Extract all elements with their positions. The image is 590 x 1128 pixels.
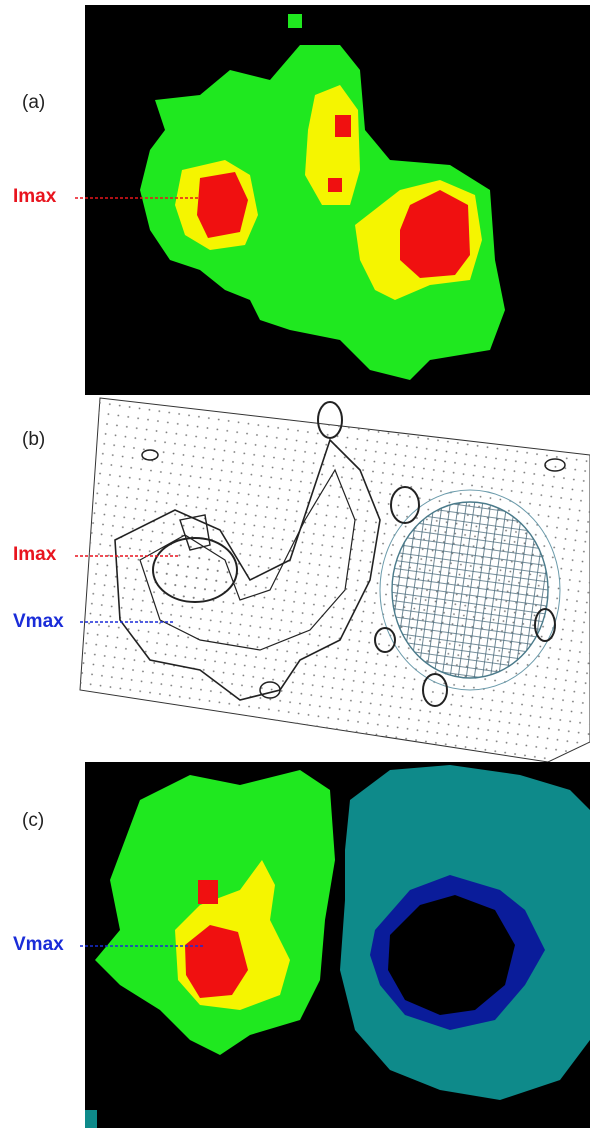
marker-label: Vmax <box>13 934 64 955</box>
marker-label: Imax <box>13 186 57 207</box>
panel-c-image <box>85 762 590 1128</box>
panel-b-image <box>80 398 590 762</box>
page: (a) Imax (b) Imax Vmax (c) Vmax <box>0 0 590 1128</box>
panel-label: (a) <box>22 92 45 113</box>
marker-label: Imax <box>13 544 57 565</box>
panel-a-image <box>85 5 590 395</box>
panel-label: (c) <box>22 810 44 831</box>
figure: (a) Imax (b) Imax Vmax (c) Vmax <box>0 0 590 1128</box>
marker-label: Vmax <box>13 611 64 632</box>
panel-label: (b) <box>22 429 45 450</box>
